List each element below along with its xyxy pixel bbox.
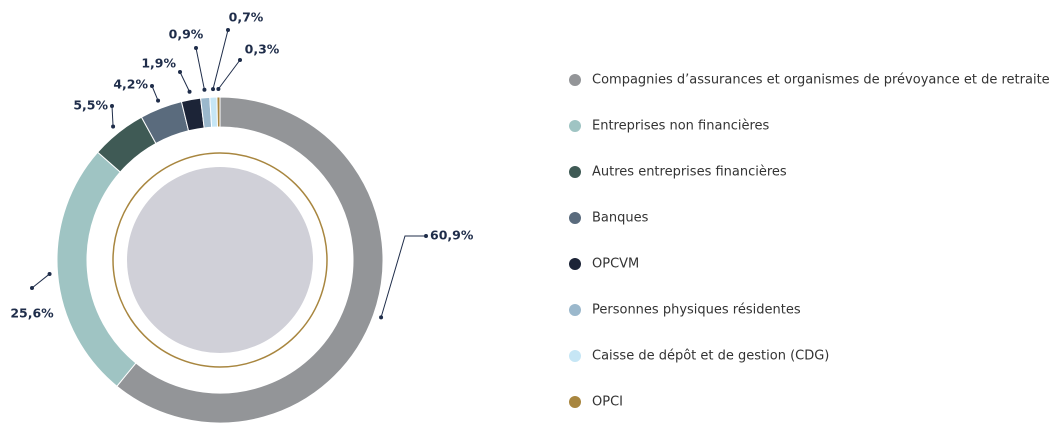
data-label: 0,9% [169, 27, 204, 42]
data-label: 1,9% [141, 56, 176, 71]
donut-slice [116, 96, 384, 423]
leader-dot [211, 87, 216, 92]
legend-swatch [569, 396, 581, 408]
leader-line [31, 273, 50, 289]
leader-dot [110, 104, 114, 108]
data-label: 0,7% [229, 10, 264, 25]
leader-dot [424, 234, 428, 238]
data-label: 25,6% [10, 306, 54, 321]
donut-slice [216, 96, 221, 128]
leader-line [111, 105, 114, 127]
leader-dot [216, 87, 221, 92]
data-label: 0,3% [245, 42, 280, 57]
legend-swatch [569, 350, 581, 362]
inner-ring [112, 152, 328, 368]
leader-line [212, 29, 229, 90]
legend-swatch [569, 258, 581, 270]
leader-dot [178, 70, 182, 74]
data-label: 60,9% [430, 228, 474, 243]
legend-swatch [569, 166, 581, 178]
leader-line [151, 85, 159, 101]
legend-label: Banques [592, 211, 649, 226]
leader-dot [238, 58, 242, 62]
leader-line [380, 235, 426, 318]
leader-dot [187, 89, 192, 94]
legend-swatch [569, 304, 581, 316]
leader-dot [30, 286, 34, 290]
legend-label: OPCI [592, 395, 623, 410]
leader-dot [156, 98, 161, 103]
leader-dot [47, 271, 52, 276]
leader-dot [379, 315, 384, 320]
leader-line [217, 59, 241, 90]
legend-label: Caisse de dépôt et de gestion (CDG) [592, 349, 829, 364]
legend-label: OPCVM [592, 257, 639, 272]
legend-label: Compagnies d’assurances et organismes de… [592, 73, 1049, 88]
legend-label: Autres entreprises financières [592, 165, 787, 180]
leader-dot [111, 124, 116, 129]
leader-line [195, 47, 205, 90]
leader-dot [202, 87, 207, 92]
donut-slice [209, 96, 219, 128]
leader-dot [150, 84, 154, 88]
legend-swatch [569, 120, 581, 132]
legend-swatch [569, 74, 581, 86]
legend-label: Personnes physiques résidentes [592, 303, 801, 318]
leader-line [179, 71, 190, 92]
leader-dot [226, 28, 230, 32]
donut-slice [56, 151, 137, 387]
legend-swatch [569, 212, 581, 224]
data-label: 5,5% [73, 98, 108, 113]
data-label: 4,2% [113, 77, 148, 92]
center-disc [127, 167, 313, 353]
leader-dot [194, 46, 198, 50]
legend-label: Entreprises non financières [592, 119, 770, 134]
